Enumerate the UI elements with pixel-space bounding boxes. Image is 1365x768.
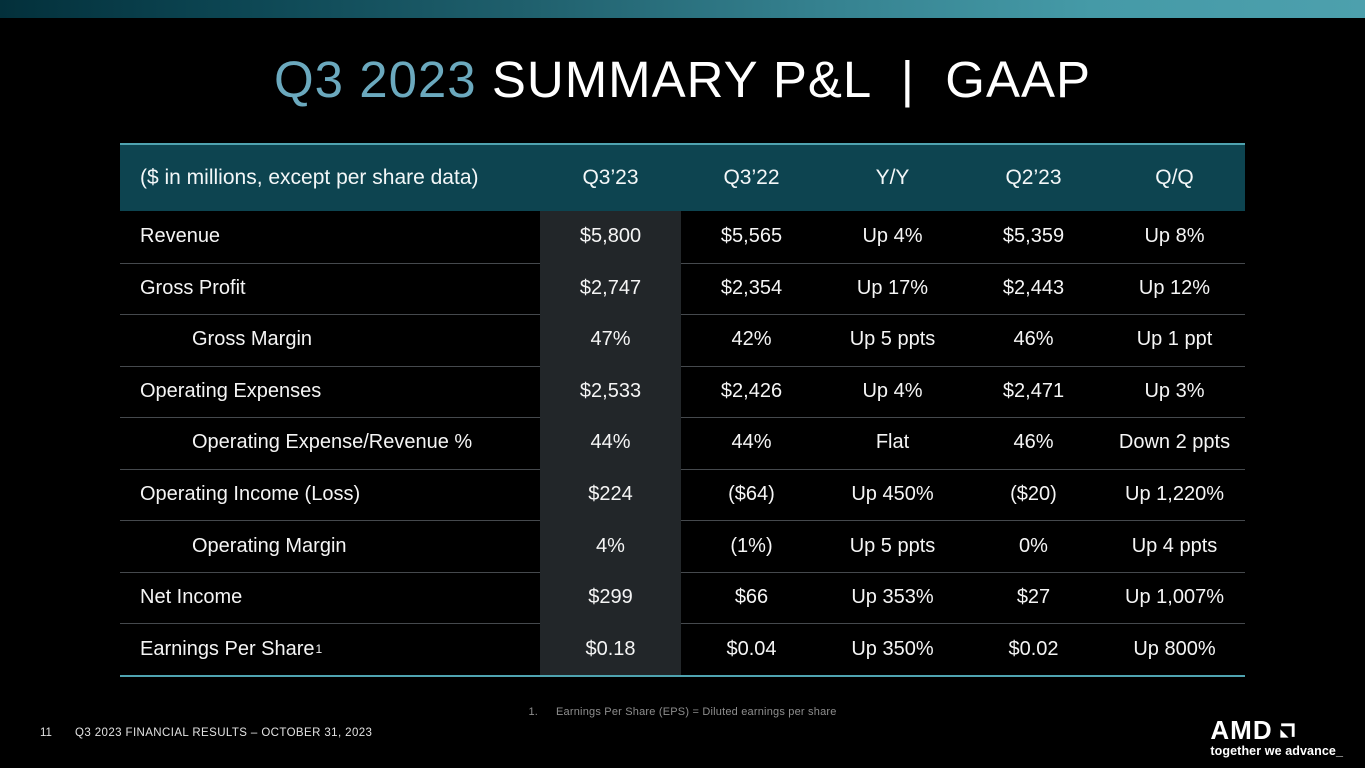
row-label: Gross Margin [192, 328, 313, 351]
cell-q3-23: $2,533 [540, 365, 681, 418]
footer-label: Q3 2023 FINANCIAL RESULTS – OCTOBER 31, … [75, 727, 373, 739]
cell-yy: Up 353% [851, 586, 934, 609]
cell-q3-23: $5,800 [540, 211, 681, 263]
row-label: Operating Expense/Revenue % [192, 431, 473, 454]
cell-q2-23: 46% [1013, 328, 1054, 351]
cell-q2-23: 0% [1019, 534, 1048, 557]
row-label: Earnings Per Share 1 [140, 637, 323, 660]
row-label: Operating Income (Loss) [140, 483, 361, 505]
cell-qq: Up 4 ppts [1131, 534, 1218, 557]
cell-q2-23: $0.02 [1008, 637, 1059, 660]
cell-q3-22: 42% [731, 328, 772, 351]
header-cell-q3-23: Q3’23 [582, 166, 639, 189]
cell-q3-23: 44% [540, 417, 681, 469]
amd-logo-row: AMD [1210, 717, 1296, 743]
table-row-revenue: Revenue $5,800 $5,565 Up 4% $5,359 Up 8% [120, 211, 1245, 263]
cell-yy: Up 4% [862, 379, 923, 402]
cell-qq: Down 2 ppts [1118, 431, 1231, 454]
header-cell-metric: ($ in millions, except per share data) [140, 166, 479, 189]
cell-yy: Up 17% [856, 276, 929, 299]
page-title: Q3 2023 SUMMARY P&L | GAAP [0, 50, 1365, 109]
cell-yy: Up 4% [862, 225, 923, 248]
cell-yy: Up 5 ppts [849, 534, 936, 557]
cell-qq: Up 1,220% [1125, 483, 1224, 505]
top-gradient-bar [0, 0, 1365, 18]
table-row-gross-margin: Gross Margin 47% 42% Up 5 ppts 46% Up 1 … [120, 314, 1245, 366]
cell-q2-23: 46% [1013, 431, 1054, 454]
cell-q3-23: 47% [540, 314, 681, 366]
cell-q3-23: $299 [540, 571, 681, 624]
row-label: Revenue [140, 225, 221, 248]
cell-q3-22: $2,354 [720, 276, 783, 299]
cell-qq: Up 800% [1133, 637, 1216, 660]
cell-yy: Flat [875, 431, 910, 454]
table-row-operating-income: Operating Income (Loss) $224 ($64) Up 45… [120, 468, 1245, 521]
cell-q3-23: $224 [540, 468, 681, 521]
header-cell-qq: Q/Q [1155, 166, 1194, 189]
table-row-gross-profit: Gross Profit $2,747 $2,354 Up 17% $2,443… [120, 262, 1245, 315]
cell-yy: Up 5 ppts [849, 328, 936, 351]
cell-qq: Up 8% [1144, 225, 1205, 248]
cell-q3-22: (1%) [730, 534, 773, 557]
cell-q3-23: $2,747 [540, 262, 681, 315]
cell-q2-23: $27 [1016, 586, 1051, 609]
table-row-eps: Earnings Per Share 1 $0.18 $0.04 Up 350% … [120, 623, 1245, 675]
title-accent: Q3 2023 [274, 51, 477, 108]
cell-q2-23: $5,359 [1002, 225, 1065, 248]
table-row-net-income: Net Income $299 $66 Up 353% $27 Up 1,007… [120, 571, 1245, 624]
cell-yy: Up 450% [851, 483, 934, 505]
cell-q3-23: $0.18 [540, 623, 681, 675]
amd-brand-text: AMD [1210, 715, 1273, 745]
cell-q3-22: $5,565 [720, 225, 783, 248]
footnote-number: 1. [528, 706, 539, 718]
pnl-table: ($ in millions, except per share data) Q… [120, 143, 1245, 677]
footnote: 1. Earnings Per Share (EPS) = Diluted ea… [0, 706, 1365, 718]
cell-qq: Up 1,007% [1125, 586, 1224, 609]
cell-qq: Up 1 ppt [1136, 328, 1213, 351]
amd-logo: AMD together we advance_ [1210, 717, 1343, 758]
page-number: 11 [40, 727, 52, 739]
header-cell-q3-22: Q3’22 [723, 166, 780, 189]
table-row-operating-margin: Operating Margin 4% (1%) Up 5 ppts 0% Up… [120, 520, 1245, 572]
cell-yy: Up 350% [851, 637, 934, 660]
cell-q2-23: $2,443 [1002, 276, 1065, 299]
cell-q3-22: $0.04 [726, 637, 777, 660]
cell-q3-22: ($64) [728, 483, 775, 505]
cell-qq: Up 3% [1144, 379, 1205, 402]
header-cell-q2-23: Q2’23 [1005, 166, 1062, 189]
table-row-operating-expenses: Operating Expenses $2,533 $2,426 Up 4% $… [120, 365, 1245, 418]
cell-q3-22: 44% [731, 431, 772, 454]
cell-q3-23: 4% [540, 520, 681, 572]
footnote-text: Earnings Per Share (EPS) = Diluted earni… [556, 706, 837, 718]
table-header-row: ($ in millions, except per share data) Q… [120, 143, 1245, 211]
cell-q2-23: ($20) [1010, 483, 1057, 505]
cell-qq: Up 12% [1138, 276, 1211, 299]
row-label: Operating Margin [192, 534, 347, 557]
cell-q3-22: $2,426 [720, 379, 783, 402]
eps-label: Earnings Per Share [140, 637, 315, 660]
amd-tagline: together we advance_ [1210, 744, 1343, 758]
cell-q3-22: $66 [734, 586, 769, 609]
cell-q2-23: $2,471 [1002, 379, 1065, 402]
title-rest: SUMMARY P&L | GAAP [476, 51, 1091, 108]
table-row-opex-revenue-pct: Operating Expense/Revenue % 44% 44% Flat… [120, 417, 1245, 469]
header-cell-yy: Y/Y [875, 166, 910, 189]
row-label: Net Income [140, 586, 243, 609]
table-body: Revenue $5,800 $5,565 Up 4% $5,359 Up 8%… [120, 211, 1245, 677]
row-label: Operating Expenses [140, 379, 322, 402]
row-label: Gross Profit [140, 276, 246, 299]
amd-arrow-icon [1278, 721, 1297, 740]
